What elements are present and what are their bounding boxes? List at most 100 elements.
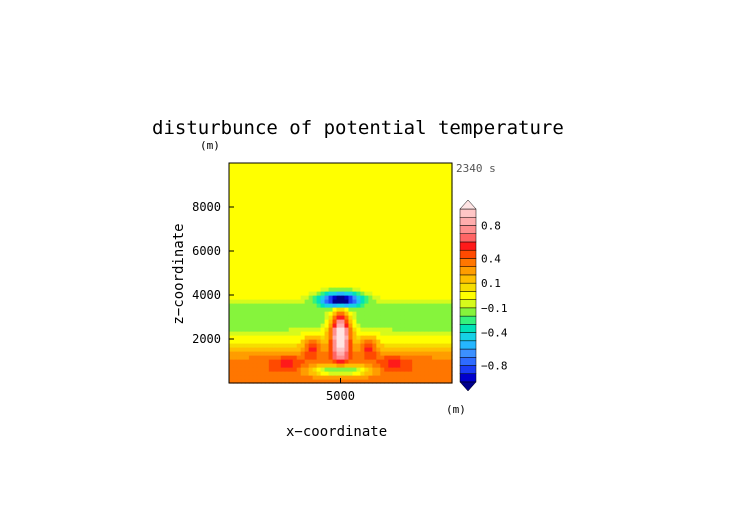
heatmap-cell: [364, 287, 369, 292]
heatmap-cell: [384, 359, 389, 364]
heatmap-cell: [292, 343, 298, 348]
heatmap-cell: [236, 311, 242, 316]
heatmap-cell: [424, 311, 429, 316]
heatmap-cell: [300, 287, 306, 292]
heatmap-cell: [264, 231, 270, 236]
heatmap-cell: [356, 163, 362, 168]
heatmap-cell: [368, 303, 373, 308]
heatmap-cell: [280, 243, 286, 248]
heatmap-cell: [248, 219, 254, 224]
heatmap-cell: [240, 259, 246, 264]
heatmap-cell: [260, 163, 266, 168]
colorbar-swatch: [459, 241, 477, 251]
heatmap-cell: [432, 211, 437, 216]
heatmap-cell: [240, 343, 246, 348]
heatmap-cell: [236, 227, 242, 232]
heatmap-cell: [308, 367, 314, 372]
heatmap-cell: [236, 295, 242, 300]
heatmap-cell: [384, 199, 389, 204]
heatmap-cell: [432, 347, 437, 352]
heatmap-cell: [232, 315, 238, 320]
heatmap-cell: [408, 247, 413, 252]
heatmap-cell: [384, 219, 389, 224]
heatmap-cell: [388, 339, 393, 344]
heatmap-cell: [332, 259, 338, 264]
heatmap-cell: [280, 211, 286, 216]
heatmap-cell: [328, 191, 334, 196]
heatmap-cell: [336, 379, 342, 384]
heatmap-cell: [412, 367, 417, 372]
heatmap-cell: [244, 303, 250, 308]
heatmap-cell: [436, 375, 441, 380]
heatmap-cell: [260, 331, 266, 336]
heatmap-cell: [248, 367, 254, 372]
heatmap-cell: [260, 283, 266, 288]
heatmap-cell: [360, 323, 365, 328]
heatmap-cell: [268, 243, 274, 248]
heatmap-cell: [364, 163, 369, 168]
heatmap-cell: [320, 339, 326, 344]
heatmap-cell: [416, 239, 421, 244]
heatmap-cell: [296, 335, 302, 340]
heatmap-cell: [336, 327, 342, 332]
heatmap-cell: [264, 379, 270, 384]
heatmap-cell: [280, 295, 286, 300]
heatmap-cell: [360, 235, 365, 240]
heatmap-cell: [428, 255, 433, 260]
heatmap-cell: [260, 203, 266, 208]
heatmap-cell: [336, 343, 342, 348]
heatmap-cell: [416, 335, 421, 340]
heatmap-cell: [324, 199, 330, 204]
heatmap-cell: [364, 331, 369, 336]
heatmap-cell: [308, 319, 314, 324]
heatmap-cell: [396, 219, 401, 224]
heatmap-cell: [252, 303, 258, 308]
heatmap-cell: [368, 231, 373, 236]
heatmap-cell: [336, 235, 342, 240]
heatmap-cell: [308, 179, 314, 184]
heatmap-cell: [292, 311, 298, 316]
heatmap-cell: [352, 343, 358, 348]
heatmap-cell: [400, 203, 405, 208]
heatmap-cell: [436, 191, 441, 196]
heatmap-cell: [312, 199, 318, 204]
heatmap-cell: [332, 263, 338, 268]
heatmap-cell: [348, 275, 354, 280]
heatmap-cell: [244, 339, 250, 344]
heatmap-cell: [412, 259, 417, 264]
heatmap-cell: [436, 299, 441, 304]
heatmap-cell: [348, 323, 354, 328]
heatmap-cell: [312, 163, 318, 168]
heatmap-cell: [244, 207, 250, 212]
heatmap-cell: [296, 167, 302, 172]
heatmap-cell: [236, 239, 242, 244]
heatmap-cell: [292, 347, 298, 352]
heatmap-cell: [284, 371, 290, 376]
heatmap-cell: [272, 191, 278, 196]
heatmap-cell: [416, 323, 421, 328]
heatmap-cell: [304, 275, 310, 280]
heatmap-cell: [360, 207, 365, 212]
heatmap-cell: [252, 379, 258, 384]
heatmap-cell: [229, 267, 234, 272]
heatmap-cell: [304, 287, 310, 292]
heatmap-cell: [252, 323, 258, 328]
heatmap-cell: [236, 351, 242, 356]
heatmap-cell: [396, 299, 401, 304]
heatmap-cell: [256, 295, 262, 300]
heatmap-cell: [256, 203, 262, 208]
heatmap-cell: [368, 327, 373, 332]
heatmap-cell: [308, 359, 314, 364]
heatmap-cell: [316, 275, 322, 280]
heatmap-cell: [384, 343, 389, 348]
heatmap-cell: [364, 375, 369, 380]
heatmap-cell: [320, 239, 326, 244]
heatmap-cell: [260, 235, 266, 240]
heatmap-cell: [336, 163, 342, 168]
heatmap-cell: [368, 199, 373, 204]
heatmap-cell: [284, 267, 290, 272]
heatmap-cell: [372, 195, 377, 200]
heatmap-cell: [400, 331, 405, 336]
heatmap-cell: [236, 327, 242, 332]
heatmap-cell: [300, 291, 306, 296]
